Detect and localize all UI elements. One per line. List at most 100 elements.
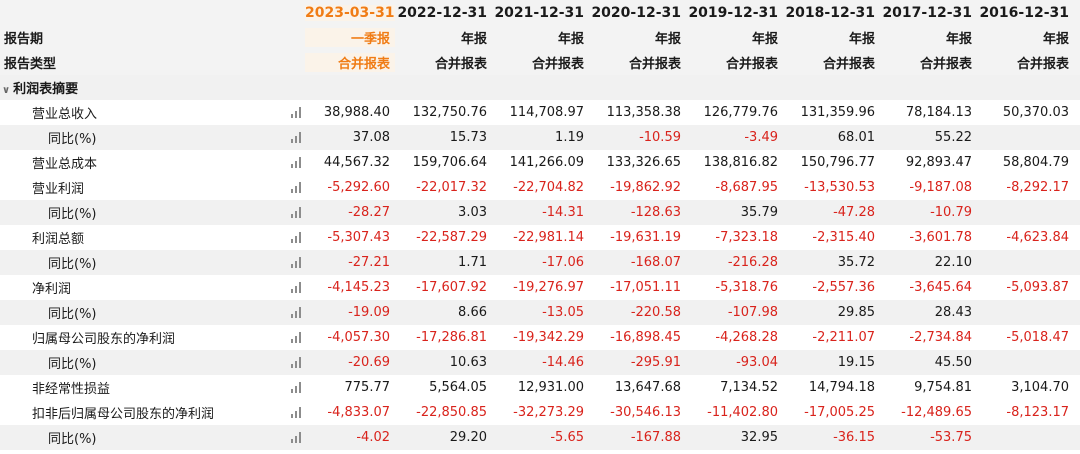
cell-value: -32,273.29 [513,405,584,420]
cell-value: -19,276.97 [513,280,584,295]
row-label: 同比(%) [48,257,97,272]
date-col-5[interactable]: 2018-12-31 [785,4,875,21]
caret-down-icon[interactable]: ∨ [2,85,11,96]
type-col-1: 合并报表 [434,57,487,72]
data-rows: 营业总收入 38,988.40 132,750.76 114,708.97 113,35… [0,100,1080,450]
cell-value: -30,546.13 [610,405,681,420]
bar-chart-icon[interactable] [291,232,301,243]
bar-chart-icon[interactable] [291,157,301,168]
cell-value: -12,489.65 [901,405,972,420]
bar-chart-icon[interactable] [291,332,301,343]
cell-value: -4,145.23 [327,280,390,295]
cell-value: -5,018.47 [1006,330,1069,345]
cell-value: -5,318.76 [715,280,778,295]
cell-value: -5,307.43 [327,230,390,245]
cell-value: -53.75 [930,430,972,445]
bar-chart-icon[interactable] [291,307,301,318]
cell-value: -11,402.80 [707,405,778,420]
cell-value: -2,734.84 [909,330,972,345]
cell-value: -14.46 [542,355,584,370]
cell-value: 22.10 [934,255,972,270]
table-row[interactable]: 同比(%) -4.02 29.20 -5.65 -167.88 32.95 -36.15 -5… [0,425,1080,450]
cell-value: 37.08 [352,130,390,145]
bar-chart-icon[interactable] [291,382,301,393]
row-label: 同比(%) [48,207,97,222]
date-col-1[interactable]: 2022-12-31 [397,4,487,21]
cell-value: 133,326.65 [606,155,681,170]
date-col-7[interactable]: 2016-12-31 [979,4,1069,21]
cell-value: -3.49 [744,130,778,145]
date-col-6[interactable]: 2017-12-31 [882,4,972,21]
cell-value: -4,057.30 [327,330,390,345]
cell-value: -14.31 [542,205,584,220]
bar-chart-icon[interactable] [291,432,301,443]
cell-value: -7,323.18 [715,230,778,245]
row-label: 净利润 [32,282,72,297]
cell-value: 150,796.77 [800,155,875,170]
table-row[interactable]: 同比(%) -28.27 3.03 -14.31 -128.63 35.79 -47.28 -… [0,200,1080,225]
table-row[interactable]: 同比(%) -27.21 1.71 -17.06 -168.07 -216.28 35.72… [0,250,1080,275]
row-label: 营业利润 [32,182,85,197]
cell-value: -17,607.92 [416,280,487,295]
cell-value: 126,779.76 [703,105,778,120]
cell-value: 10.63 [449,355,487,370]
table-row[interactable]: 营业总收入 38,988.40 132,750.76 114,708.97 113,35… [0,100,1080,125]
table-row[interactable]: 非经常性损益 775.77 5,564.05 12,931.00 13,647.68 7,… [0,375,1080,400]
table-row[interactable]: 营业总成本 44,567.32 159,706.64 141,266.09 133,32… [0,150,1080,175]
cell-value: -16,898.45 [610,330,681,345]
section-header[interactable]: ∨ 利润表摘要 [0,75,1080,100]
table-row[interactable]: 同比(%) -19.09 8.66 -13.05 -220.58 -107.98 29.85… [0,300,1080,325]
period-col-1: 年报 [460,32,487,47]
cell-value: -107.98 [727,305,778,320]
cell-value: 28.43 [934,305,972,320]
table-row[interactable]: 利润总额 -5,307.43 -22,587.29 -22,981.14 -19,631… [0,225,1080,250]
bar-chart-icon[interactable] [291,182,301,193]
table-row[interactable]: 营业利润 -5,292.60 -22,017.32 -22,704.82 -19,862… [0,175,1080,200]
row-label: 归属母公司股东的净利润 [32,332,176,347]
date-col-3[interactable]: 2020-12-31 [591,4,681,21]
cell-value: 55.22 [934,130,972,145]
cell-value: 35.72 [837,255,875,270]
cell-value: -19.09 [348,305,390,320]
bar-chart-icon[interactable] [291,357,301,368]
cell-value: -19,342.29 [513,330,584,345]
cell-value: -220.58 [630,305,681,320]
cell-value: 141,266.09 [509,155,584,170]
bar-chart-icon[interactable] [291,132,301,143]
cell-value: 12,931.00 [517,380,584,395]
cell-value: -93.04 [736,355,778,370]
bar-chart-icon[interactable] [291,407,301,418]
header-row-period: 报告期 一季报 年报 年报 年报 年报 年报 年报 年报 [0,25,1080,50]
cell-value: -17,286.81 [416,330,487,345]
cell-value: 1.19 [555,130,584,145]
bar-chart-icon[interactable] [291,207,301,218]
date-col-4[interactable]: 2019-12-31 [688,4,778,21]
cell-value: -8,292.17 [1006,180,1069,195]
cell-value: -47.28 [833,205,875,220]
cell-value: -3,645.64 [909,280,972,295]
header-row-dates: 报告期 2023-03-31 2022-12-31 2021-12-31 202… [0,0,1080,25]
date-col-2[interactable]: 2021-12-31 [494,4,584,21]
cell-value: -17,005.25 [804,405,875,420]
table-row[interactable]: 同比(%) 37.08 15.73 1.19 -10.59 -3.49 68.01 55.22 [0,125,1080,150]
type-col-7: 合并报表 [1016,57,1069,72]
table-row[interactable]: 净利润 -4,145.23 -17,607.92 -19,276.97 -17,051.… [0,275,1080,300]
period-col-0: 一季报 [305,28,395,47]
bar-chart-icon[interactable] [291,282,301,293]
cell-value: 32.95 [740,430,778,445]
cell-value: -36.15 [833,430,875,445]
cell-value: 8.66 [458,305,487,320]
table-row[interactable]: 同比(%) -20.69 10.63 -14.46 -295.91 -93.04 19.15… [0,350,1080,375]
row-label: 同比(%) [48,132,97,147]
cell-value: -28.27 [348,205,390,220]
type-col-3: 合并报表 [628,57,681,72]
cell-value: 3.03 [458,205,487,220]
bar-chart-icon[interactable] [291,257,301,268]
cell-value: -19,631.19 [610,230,681,245]
table-row[interactable]: 扣非后归属母公司股东的净利润 -4,833.07 -22,850.85 -32,273… [0,400,1080,425]
date-col-0[interactable]: 2023-03-31 [305,4,395,21]
bar-chart-icon[interactable] [291,107,301,118]
cell-value: 132,750.76 [412,105,487,120]
cell-value: 7,134.52 [720,380,778,395]
table-row[interactable]: 归属母公司股东的净利润 -4,057.30 -17,286.81 -19,342.29… [0,325,1080,350]
